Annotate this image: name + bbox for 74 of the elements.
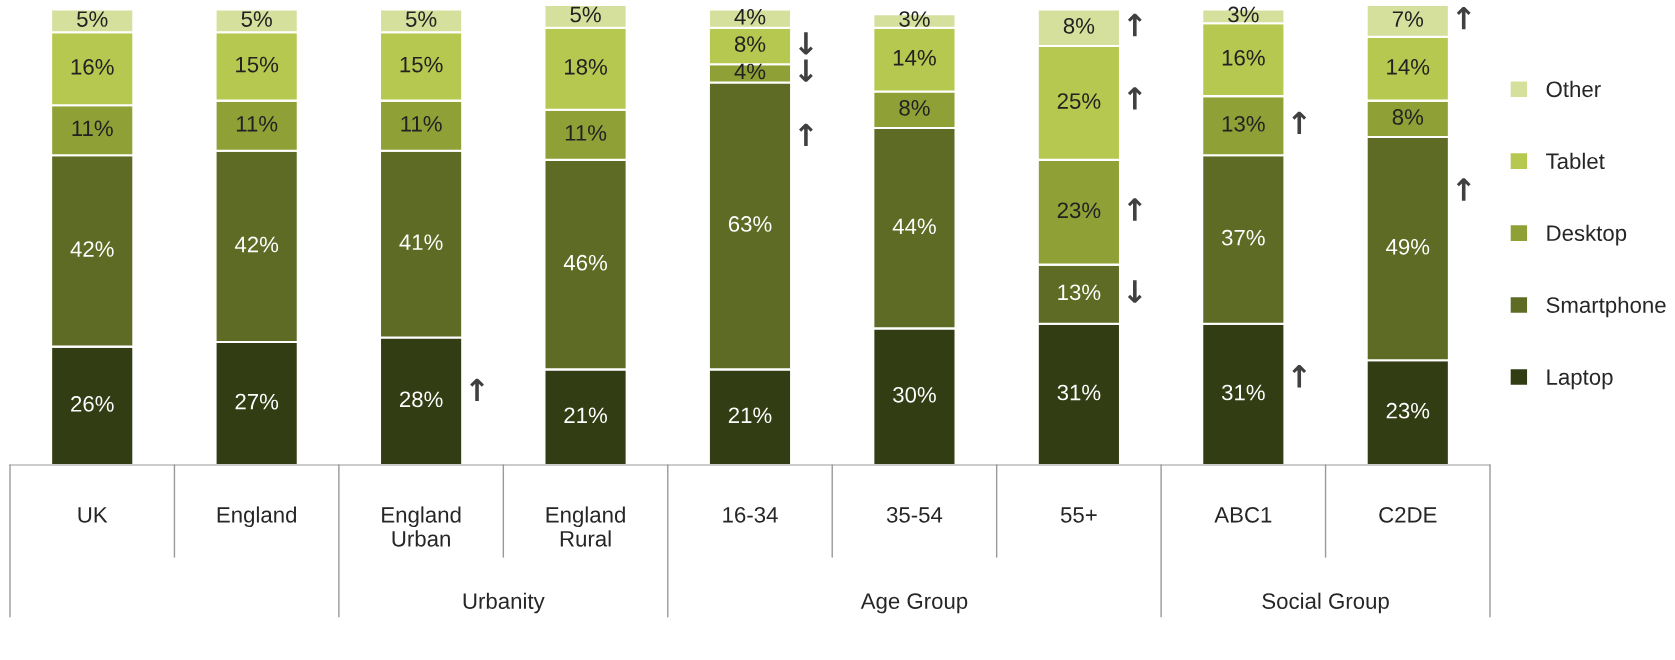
annotation: ↑: [1292, 365, 1307, 388]
data-label: 37%: [1221, 229, 1265, 246]
data-label: 30%: [893, 386, 936, 403]
data-label: 63%: [728, 216, 772, 232]
annotation: ↑: [1127, 87, 1142, 110]
text: Social Group: [1262, 592, 1389, 614]
x-tick-label: England: [217, 506, 297, 528]
data-label: 8%: [1392, 109, 1424, 125]
annotation: ↑: [1456, 6, 1471, 30]
data-label: 25%: [1057, 93, 1101, 109]
data-label: 18%: [565, 58, 607, 75]
text: Urbanity: [463, 592, 545, 614]
legend-label: Other: [1546, 80, 1601, 98]
data-label: 14%: [893, 49, 936, 66]
legend-label: Laptop: [1547, 369, 1613, 390]
legend-label: Desktop: [1547, 224, 1627, 246]
annotation: ↓: [799, 32, 813, 55]
data-label: 49%: [1386, 238, 1430, 255]
data-label: 8%: [734, 36, 766, 52]
data-label: 13%: [1058, 284, 1101, 301]
data-label: 13%: [1222, 115, 1265, 132]
x-tick-label: C2DE: [1379, 506, 1437, 523]
data-label: 46%: [563, 254, 607, 271]
data-label: 3%: [899, 11, 930, 27]
legend-label: Smartphone: [1546, 296, 1666, 318]
x-tick-label: England Urban: [382, 506, 461, 547]
data-label: 14%: [1387, 59, 1430, 75]
data-label: 11%: [565, 125, 607, 141]
data-label: 15%: [236, 56, 279, 73]
data-label: 15%: [400, 56, 443, 73]
data-label: 23%: [1057, 202, 1101, 219]
data-label: 44%: [892, 218, 936, 235]
data-label: 42%: [70, 241, 114, 257]
data-label: 41%: [399, 234, 443, 250]
data-label: 5%: [77, 11, 108, 27]
annotation: ↑: [1456, 178, 1471, 201]
annotation: ↑: [1127, 13, 1142, 37]
data-label: 21%: [564, 407, 607, 424]
data-label: 7%: [1392, 11, 1424, 27]
data-label: 31%: [1057, 384, 1101, 401]
annotation: ↓: [799, 59, 813, 82]
data-label: 21%: [728, 407, 772, 424]
data-label: 8%: [899, 99, 930, 116]
x-tick-label: England Rural: [546, 506, 625, 547]
annotation: ↑: [1127, 198, 1142, 221]
x-tick-label: 55+: [1060, 507, 1097, 523]
data-label: 11%: [72, 120, 113, 137]
x-tick-label: 35-54: [886, 506, 943, 523]
data-label: 42%: [234, 236, 279, 253]
x-tick-label: UK: [78, 507, 108, 523]
data-label: 8%: [1063, 18, 1095, 34]
data-label: 4%: [734, 8, 766, 25]
data-label: 16%: [71, 58, 114, 75]
x-tick-label: 16-34: [723, 506, 778, 523]
data-label: 23%: [1386, 402, 1430, 419]
text: Age Group: [860, 593, 968, 614]
data-label: 5%: [570, 6, 601, 23]
data-label: 11%: [236, 116, 278, 132]
x-tick-label: ABC1: [1214, 506, 1272, 523]
data-label: 27%: [235, 393, 279, 410]
data-label: 31%: [1221, 384, 1265, 401]
annotation: ↓: [1127, 280, 1142, 303]
data-label: 5%: [241, 11, 272, 27]
data-label: 26%: [71, 396, 114, 412]
data-label: 3%: [1228, 6, 1259, 23]
data-label: 11%: [401, 116, 442, 132]
legend-label: Tablet: [1546, 152, 1605, 170]
data-label: 16%: [1222, 49, 1265, 66]
annotation: ↑: [799, 123, 813, 147]
data-label: 28%: [399, 391, 443, 408]
annotation: ↑: [470, 378, 484, 402]
data-label: 5%: [405, 11, 437, 27]
data-label: 4%: [734, 63, 766, 80]
annotation: ↑: [1292, 111, 1307, 135]
